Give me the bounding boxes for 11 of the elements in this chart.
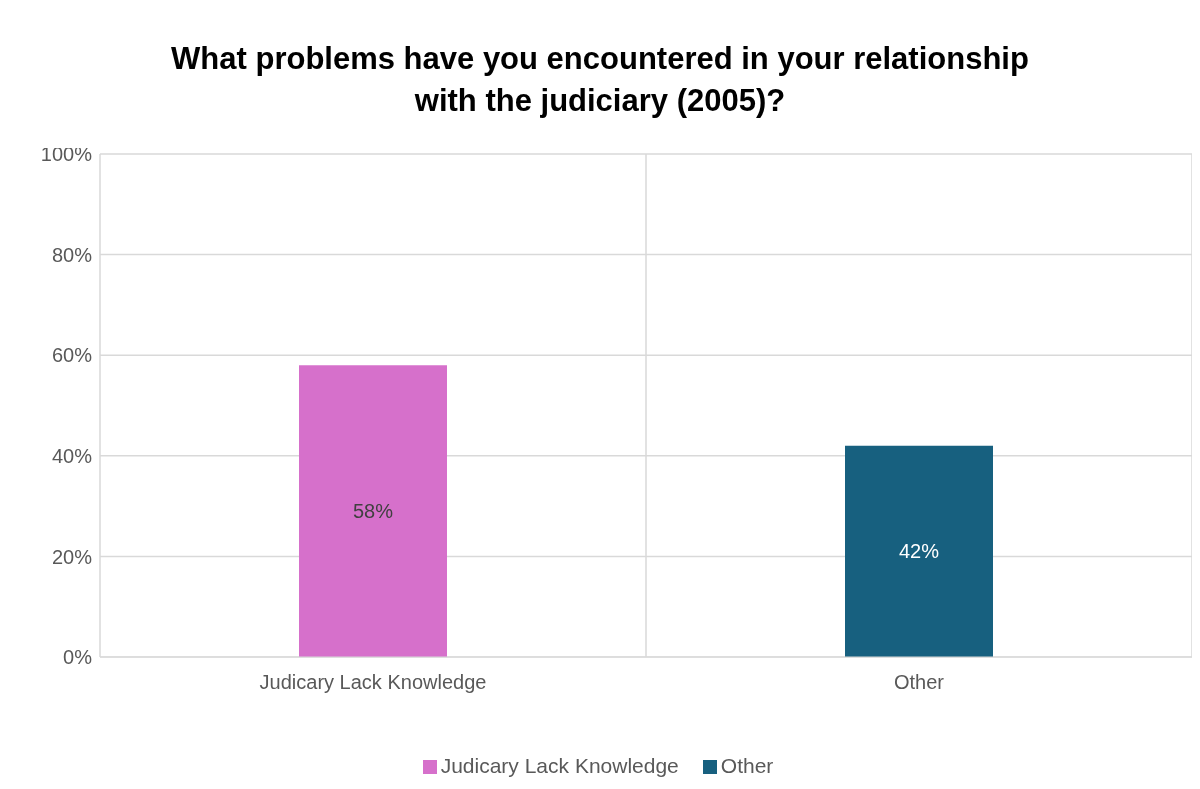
y-tick-label: 80% [51,243,93,266]
legend-label: Judicary Lack Knowledge [440,754,679,777]
y-tick-label: 60% [51,344,93,367]
legend-label: Other [720,754,774,777]
y-tick-label: 100% [40,143,93,166]
y-tick-label: 20% [51,545,93,568]
data-label: 42% [898,540,940,563]
chart-title: What problems have you encountered in your relationship with the judiciary (2005)? [170,40,1030,120]
y-tick-label: 40% [51,444,93,467]
data-label: 58% [352,500,394,523]
y-tick-label: 0% [63,646,93,669]
